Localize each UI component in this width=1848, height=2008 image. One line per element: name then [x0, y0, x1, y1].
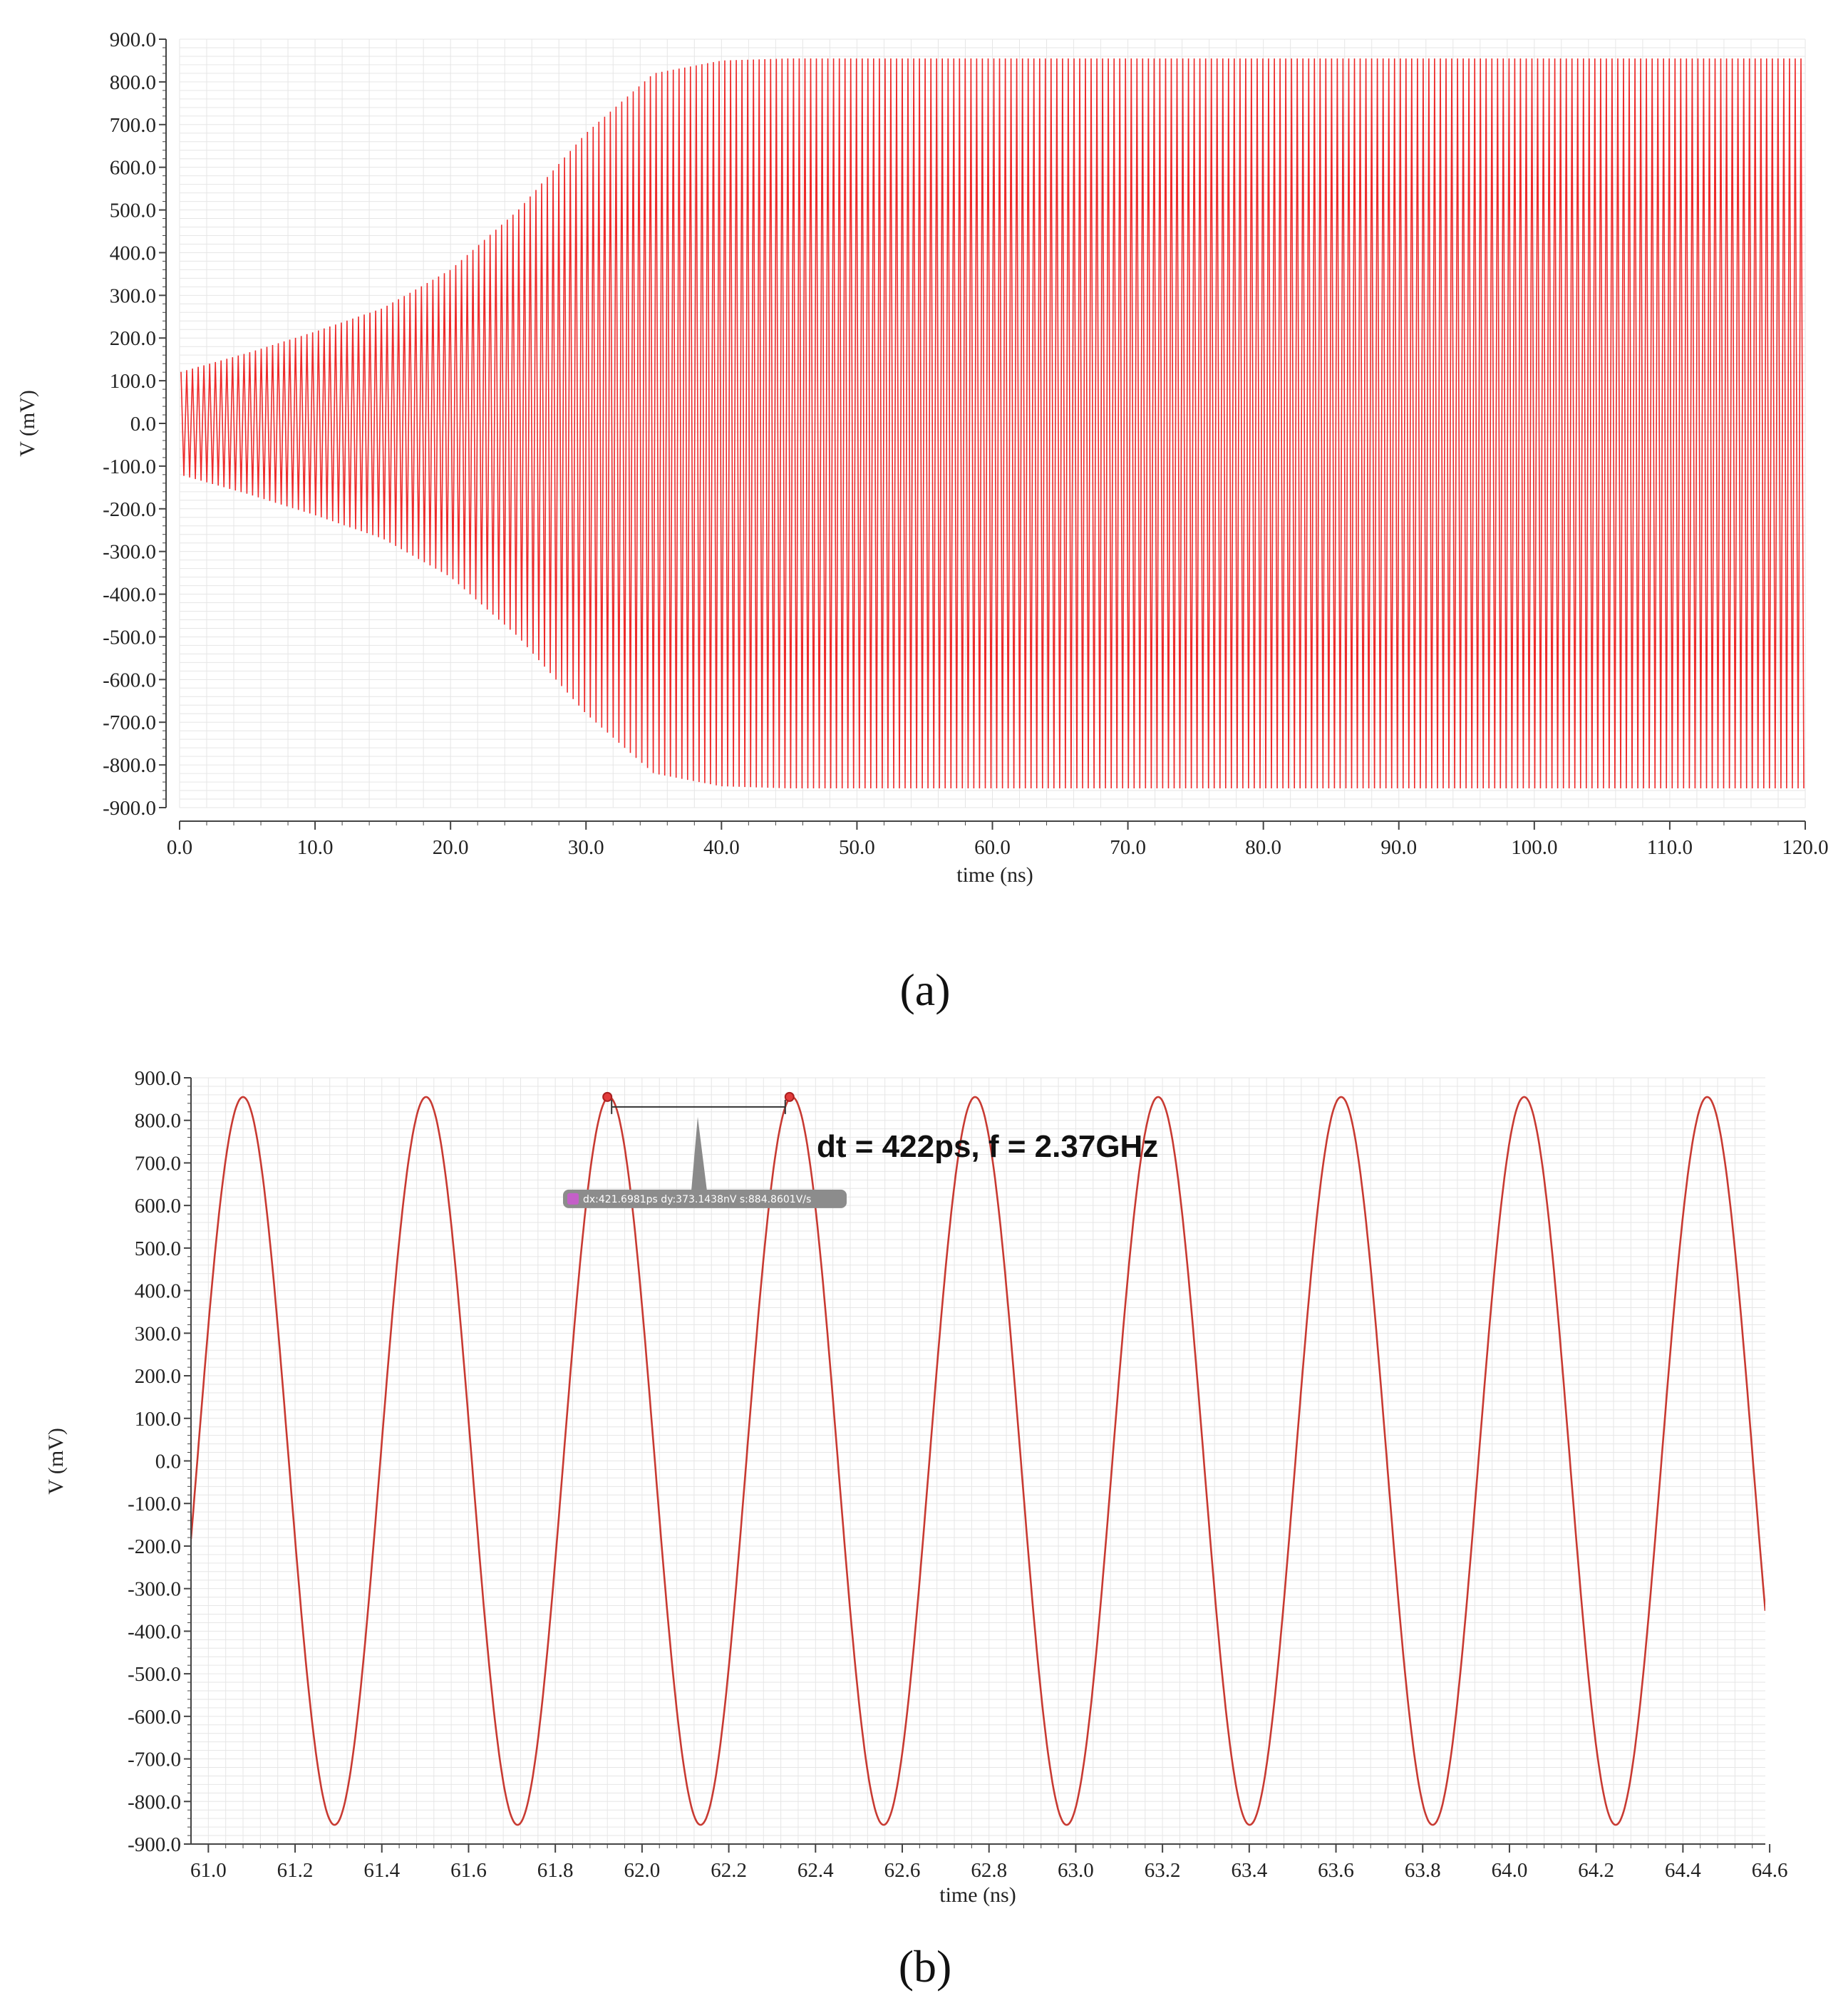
y-tick-label: -300.0	[103, 541, 156, 564]
y-tick-label: -800.0	[128, 1791, 181, 1813]
x-tick-label: 63.2	[1145, 1859, 1181, 1882]
y-tick-label: 400.0	[135, 1280, 181, 1303]
y-tick-label: 700.0	[110, 114, 156, 137]
x-tick-label: 60.0	[974, 836, 1011, 859]
y-tick-label: 600.0	[110, 157, 156, 180]
x-tick-label: 62.6	[884, 1859, 921, 1882]
y-tick-label: 300.0	[110, 284, 156, 307]
y-tick-label: 400.0	[110, 242, 156, 264]
x-tick-label: 62.8	[971, 1859, 1007, 1882]
x-tick-label: 63.8	[1405, 1859, 1441, 1882]
x-axis-label-b: time (ns)	[939, 1883, 1016, 1907]
y-tick-label: -200.0	[128, 1535, 181, 1558]
frequency-annotation: dt = 422ps, f = 2.37GHz	[817, 1129, 1158, 1164]
y-tick-label: 500.0	[110, 200, 156, 222]
y-ticks-a: 900.0 800.0 700.0 600.0 500.0 400.0 300.0 200.0…	[103, 29, 166, 820]
marker-point	[784, 1091, 795, 1102]
x-tick-label: 40.0	[703, 836, 740, 859]
x-ticks-a: 0.0 10.0 20.0 30.0 40.0 50.0 60.0 70.0 80.0 90.0 1…	[167, 821, 1829, 859]
y-tick-label: -900.0	[128, 1833, 181, 1856]
y-tick-label: 200.0	[135, 1365, 181, 1388]
readout-box	[562, 1189, 847, 1208]
panel-label-b: (b)	[899, 1941, 952, 1992]
y-tick-label: 100.0	[135, 1408, 181, 1431]
x-tick-label: 63.0	[1058, 1859, 1094, 1882]
x-tick-label: 50.0	[839, 836, 875, 859]
grid-b	[191, 1077, 1765, 1845]
y-ticks-b: 900.0 800.0 700.0 600.0 500.0 400.0 300.0 200.0…	[128, 1067, 191, 1856]
y-tick-label: 600.0	[135, 1195, 181, 1217]
x-tick-label: 100.0	[1511, 836, 1557, 859]
waveform-a	[180, 58, 1805, 789]
x-tick-label: 62.2	[711, 1859, 747, 1882]
x-tick-label: 61.2	[277, 1859, 314, 1882]
y-tick-label: 800.0	[135, 1110, 181, 1133]
y-tick-label: 800.0	[110, 71, 156, 94]
series-b	[191, 1096, 1765, 1826]
x-tick-label: 80.0	[1245, 836, 1281, 859]
y-tick-label: -200.0	[103, 498, 156, 521]
x-tick-label: 62.4	[797, 1859, 834, 1882]
x-ticks-b: 61.0 61.2 61.4 61.6 61.8 62.0 62.2 62.4 62.6 62.8…	[190, 1844, 1787, 1882]
y-tick-label: -400.0	[103, 584, 156, 607]
x-tick-label: 64.4	[1665, 1859, 1701, 1882]
measurement-annotation: dx:421.6981ps dy:373.1438nV s:884.8601V/…	[562, 1091, 847, 1208]
x-tick-label: 61.4	[363, 1859, 400, 1882]
y-tick-label: -700.0	[103, 711, 156, 734]
x-tick-label: 0.0	[167, 836, 192, 859]
y-axis-label-a: V (mV)	[16, 390, 39, 457]
x-tick-label: 64.6	[1752, 1859, 1788, 1882]
y-tick-label: -100.0	[103, 455, 156, 478]
x-tick-label: 62.0	[624, 1859, 661, 1882]
x-tick-label: 63.6	[1318, 1859, 1354, 1882]
y-tick-label: 100.0	[110, 370, 156, 393]
y-tick-label: -500.0	[103, 626, 156, 649]
x-tick-label: 64.0	[1492, 1859, 1528, 1882]
y-tick-label: -700.0	[128, 1749, 181, 1771]
y-tick-label: 700.0	[135, 1152, 181, 1175]
y-tick-label: 900.0	[110, 29, 156, 51]
y-tick-label: 0.0	[130, 413, 156, 436]
readout-icon	[567, 1193, 579, 1205]
x-tick-label: 90.0	[1380, 836, 1417, 859]
x-tick-label: 61.8	[537, 1859, 574, 1882]
y-tick-label: 200.0	[110, 327, 156, 350]
y-tick-label: 0.0	[155, 1451, 181, 1473]
series-a	[180, 58, 1805, 789]
x-tick-label: 64.2	[1578, 1859, 1614, 1882]
y-tick-label: 500.0	[135, 1237, 181, 1260]
x-tick-label: 63.4	[1231, 1859, 1267, 1882]
y-axis-label-b: V (mV)	[44, 1428, 68, 1495]
y-tick-label: -600.0	[128, 1706, 181, 1729]
x-tick-label: 61.6	[450, 1859, 487, 1882]
y-tick-label: -900.0	[103, 797, 156, 820]
chart-b: 900.0 800.0 700.0 600.0 500.0 400.0 300.0 200.0…	[44, 1067, 1787, 1992]
x-tick-label: 70.0	[1110, 836, 1146, 859]
readout-pointer	[691, 1116, 707, 1191]
y-tick-label: -100.0	[128, 1493, 181, 1515]
y-tick-label: -300.0	[128, 1578, 181, 1601]
x-tick-label: 120.0	[1782, 836, 1828, 859]
x-tick-label: 10.0	[297, 836, 334, 859]
x-tick-label: 20.0	[433, 836, 469, 859]
chart-a: 900.0 800.0 700.0 600.0 500.0 400.0 300.0 200.0…	[16, 29, 1829, 1015]
y-tick-label: -800.0	[103, 754, 156, 777]
y-tick-label: -600.0	[103, 669, 156, 691]
y-tick-label: -400.0	[128, 1620, 181, 1643]
panel-label-a: (a)	[899, 964, 950, 1015]
x-tick-label: 61.0	[190, 1859, 227, 1882]
y-tick-label: 300.0	[135, 1322, 181, 1345]
x-tick-label: 30.0	[568, 836, 604, 859]
x-axis-label-a: time (ns)	[956, 863, 1033, 887]
marker-point	[602, 1091, 613, 1102]
y-tick-label: -500.0	[128, 1663, 181, 1686]
y-tick-label: 900.0	[135, 1067, 181, 1090]
x-tick-label: 110.0	[1647, 836, 1693, 859]
readout-text: dx:421.6981ps dy:373.1438nV s:884.8601V/…	[583, 1194, 811, 1205]
waveform-b	[191, 1096, 1765, 1826]
